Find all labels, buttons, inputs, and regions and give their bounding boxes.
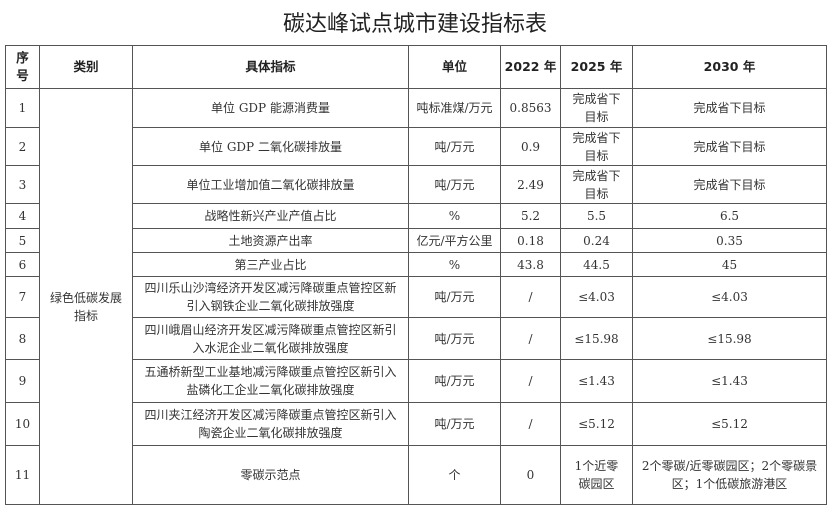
table-row: 8 四川峨眉山经济开发区减污降碳重点管控区新引入水泥企业二氧化碳排放强度 吨/万元 /… [5,317,827,360]
unit-cell: 吨/万元 [408,165,501,204]
value-2030: 6.5 [632,203,827,229]
table-row: 11 零碳示范点个 0 1个近零碳园区 2个零碳/近零碳园区；2个零碳景区；1个低碳旅游… [5,445,827,505]
value-2022: / [500,402,561,446]
unit-cell: 吨/万元 [408,359,501,403]
table-row: 5 土地资源产出率 亿元/平方公里 0.18 0.24 0.35 [5,228,827,253]
value-2030: ≤4.03 [632,276,827,318]
table-row: 9 五通桥新型工业基地减污降碳重点管控区新引入盐磷化工企业二氧化碳排放强度 吨/万元… [5,359,827,403]
unit-cell: 亿元/平方公里 [408,228,501,253]
value-2025: 44.5 [560,252,633,277]
indicator-cell: 单位 GDP 能源消费量 [132,88,409,128]
indicator-cell: 单位 GDP 二氧化碳排放量 [132,127,409,166]
row-number: 11 [5,445,40,505]
category-cell: 绿色低碳发展指标 [39,88,133,505]
value-2022: 43.8 [500,252,561,277]
page-title: 碳达峰试点城市建设指标表 [282,12,547,37]
unit-cell: % [408,203,501,229]
row-number: 4 [5,203,40,229]
indicator-cell: 战略性新兴产业产值占比 [132,203,409,229]
table-row: 1 绿色低碳发展指标 单位 GDP 能源消费量 吨标准煤/万元 0.8563 完成省下目标… [5,88,827,505]
row-number: 3 [5,165,40,204]
value-2022: 0.8563 [500,88,561,128]
unit-cell: 个 [408,445,501,505]
value-2030: 0.35 [632,228,827,253]
header-unit: 单位 [408,45,501,89]
row-number: 5 [5,228,40,253]
header-2022: 2022 年 [500,45,561,89]
row-number: 7 [5,276,40,318]
row-number: 2 [5,127,40,166]
value-2030: 2个零碳/近零碳园区；2个零碳景区；1个低碳旅游港区 [632,445,827,505]
indicator-cell: 四川乐山沙湾经济开发区减污降碳重点管控区新引入钢铁企业二氧化碳排放强度 [132,276,409,318]
value-2025: 0.24 [560,228,633,253]
unit-cell: 吨/万元 [408,127,501,166]
row-number: 6 [5,252,40,277]
value-2030: ≤1.43 [632,359,827,403]
unit-cell: 吨/万元 [408,402,501,446]
value-2030: 45 [632,252,827,277]
value-2025: 完成省下目标 [560,127,633,166]
indicator-cell: 第三产业占比 [132,252,409,277]
table-row: 2 单位 GDP 二氧化碳排放量 吨/万元 0.9 完成省下目标 完成省下目标 [5,127,827,166]
unit-cell: 吨标准煤/万元 [408,88,501,128]
indicator-cell: 单位工业增加值二氧化碳排放量 [132,165,409,204]
value-2022: 0 [500,445,561,505]
value-2022: / [500,359,561,403]
indicator-cell: 零碳示范点 [132,445,409,505]
row-number: 1 [5,88,40,128]
header-category: 类别 [39,45,133,89]
value-2025: ≤1.43 [560,359,633,403]
value-2022: / [500,317,561,360]
header-no: 序号 [5,45,40,89]
header-row: 序号 类别 具体指标 单位 2022 年 2025 年 2030 年 [5,45,827,89]
header-2030: 2030 年 [632,45,827,89]
value-2025: ≤4.03 [560,276,633,318]
value-2030: 完成省下目标 [632,88,827,128]
value-2030: ≤5.12 [632,402,827,446]
value-2025: 完成省下目标 [560,165,633,204]
row-number: 8 [5,317,40,360]
indicator-cell: 四川夹江经济开发区减污降碳重点管控区新引入陶瓷企业二氧化碳排放强度 [132,402,409,446]
value-2025: ≤15.98 [560,317,633,360]
value-2022: 0.9 [500,127,561,166]
header-2025: 2025 年 [560,45,633,89]
indicator-cell: 五通桥新型工业基地减污降碳重点管控区新引入盐磷化工企业二氧化碳排放强度 [132,359,409,403]
value-2022: 0.18 [500,228,561,253]
value-2025: ≤5.12 [560,402,633,446]
value-2025: 完成省下目标 [560,88,633,128]
value-2022: 5.2 [500,203,561,229]
indicator-cell: 四川峨眉山经济开发区减污降碳重点管控区新引入水泥企业二氧化碳排放强度 [132,317,409,360]
table-row: 6 第三产业占比% 43.8 44.5 45 [5,252,827,277]
unit-cell: % [408,252,501,277]
header-indicator: 具体指标 [132,45,409,89]
indicator-table: 序号 类别 具体指标 单位 2022 年 2025 年 2030 年 1 绿色低碳… [5,45,827,505]
unit-cell: 吨/万元 [408,276,501,318]
value-2030: ≤15.98 [632,317,827,360]
unit-cell: 吨/万元 [408,317,501,360]
value-2022: 2.49 [500,165,561,204]
indicator-cell: 土地资源产出率 [132,228,409,253]
row-number: 10 [5,402,40,446]
table-row: 3 单位工业增加值二氧化碳排放量 吨/万元 2.49 完成省下目标 完成省下目标 [5,165,827,204]
table-row: 7 四川乐山沙湾经济开发区减污降碳重点管控区新引入钢铁企业二氧化碳排放强度 吨/万元… [5,276,827,318]
value-2025: 5.5 [560,203,633,229]
value-2022: / [500,276,561,318]
value-2030: 完成省下目标 [632,127,827,166]
row-number: 9 [5,359,40,403]
value-2030: 完成省下目标 [632,165,827,204]
value-2025: 1个近零碳园区 [560,445,633,505]
